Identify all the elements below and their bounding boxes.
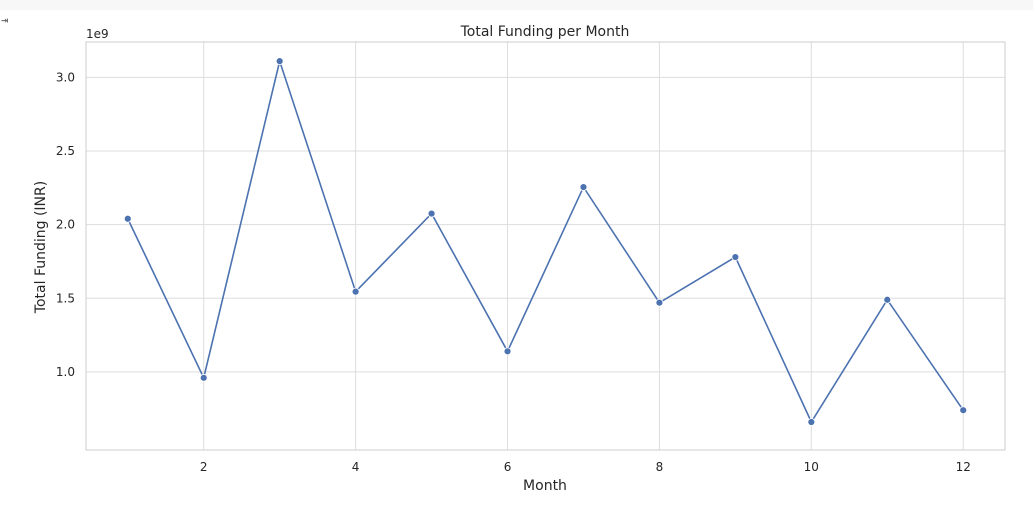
data-point <box>351 287 360 296</box>
output-toggle-icon[interactable]: ⇥ <box>1 13 9 27</box>
series-line <box>127 58 964 424</box>
data-point <box>199 373 208 382</box>
grid-lines <box>86 42 1005 450</box>
y-tick-labels: 1.0 1.5 2.0 2.5 3.0 <box>56 70 75 379</box>
data-point <box>123 214 132 223</box>
y-tick-label: 1.5 <box>56 291 75 305</box>
data-point <box>579 183 588 191</box>
y-tick-label: 3.0 <box>56 70 75 84</box>
x-tick-label: 6 <box>504 460 512 474</box>
x-tick-label: 4 <box>352 460 360 474</box>
data-point <box>807 418 816 426</box>
y-axis-label: Total Funding (INR) <box>33 181 49 314</box>
plot-frame <box>85 41 1006 451</box>
data-point <box>883 295 892 304</box>
data-point <box>275 57 284 66</box>
y-tick-label: 1.0 <box>56 365 75 379</box>
chart-title: Total Funding per Month <box>460 24 630 40</box>
data-point <box>959 406 968 415</box>
output-top-bar <box>0 0 1033 10</box>
y-tick-label: 2.5 <box>56 144 75 158</box>
data-point <box>655 298 664 307</box>
x-tick-labels: 2 4 6 8 10 12 <box>200 460 971 474</box>
data-point <box>731 253 740 261</box>
data-points <box>123 57 968 426</box>
y-scale-label: 1e9 <box>86 27 109 41</box>
x-tick-label: 12 <box>956 460 971 474</box>
data-point <box>427 209 436 218</box>
x-tick-label: 10 <box>804 460 819 474</box>
x-tick-label: 8 <box>656 460 664 474</box>
y-tick-label: 2.0 <box>56 218 75 232</box>
x-axis-label: Month <box>523 478 567 494</box>
data-point <box>503 347 512 356</box>
x-tick-label: 2 <box>200 460 208 474</box>
